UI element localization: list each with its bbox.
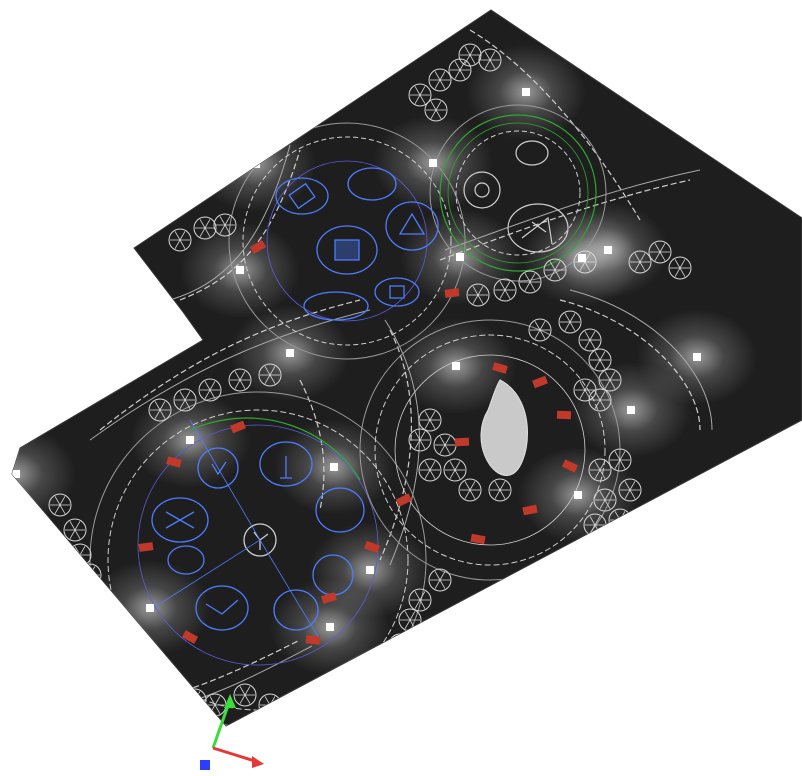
tree-circle-icon bbox=[163, 678, 187, 702]
light-fixture-icon bbox=[627, 406, 635, 414]
tree-circle-icon bbox=[598, 368, 622, 392]
bench-icon bbox=[181, 630, 199, 644]
tree-circle-icon bbox=[198, 378, 222, 402]
tree-circle-icon bbox=[608, 448, 632, 472]
tree-circle-icon bbox=[424, 98, 448, 122]
tree-circle-icon bbox=[466, 283, 490, 307]
bench-icon bbox=[395, 493, 413, 507]
light-fixture-icon bbox=[330, 463, 338, 471]
light-fixture-icon bbox=[522, 88, 530, 96]
play-equipment-green bbox=[463, 140, 569, 253]
light-fixture-icon bbox=[452, 362, 460, 370]
tree-circle-icon bbox=[418, 408, 442, 432]
bench-icon bbox=[522, 504, 538, 516]
axis-gizmo[interactable] bbox=[200, 694, 264, 770]
zone-circles bbox=[89, 104, 621, 726]
tree-circle-icon bbox=[418, 458, 442, 482]
tree-circle-icon bbox=[168, 228, 192, 252]
x-axis-arrowhead bbox=[252, 756, 264, 768]
tree-circle-icon bbox=[478, 48, 502, 72]
tree-circle-icon bbox=[493, 278, 517, 302]
tree-circle-icon bbox=[48, 493, 72, 517]
bench-layer bbox=[138, 240, 579, 645]
bench-icon bbox=[444, 288, 460, 298]
path-edges bbox=[89, 144, 713, 711]
light-fixture-icon bbox=[326, 623, 334, 631]
z-axis-cube bbox=[200, 760, 210, 770]
bench-icon bbox=[321, 592, 337, 604]
tree-circle-icon bbox=[258, 363, 282, 387]
light-fixture-icon bbox=[146, 604, 154, 612]
tree-circle-icon bbox=[458, 478, 482, 502]
tree-circle-icon bbox=[408, 83, 432, 107]
bench-icon bbox=[532, 375, 548, 389]
tree-circle-icon bbox=[193, 216, 217, 240]
light-fixture-icon bbox=[286, 349, 294, 357]
bench-icon bbox=[470, 533, 486, 545]
tree-circle-icon bbox=[588, 388, 612, 412]
bench-icon bbox=[249, 240, 267, 254]
tree-circle-icon bbox=[628, 250, 652, 274]
light-fixture-icon bbox=[186, 436, 194, 444]
light-fixture-icon bbox=[693, 353, 701, 361]
bench-icon bbox=[454, 437, 470, 447]
light-fixture-icon bbox=[604, 246, 612, 254]
tree-circle-icon bbox=[593, 488, 617, 512]
y-axis-arrowhead bbox=[224, 694, 236, 708]
tree-circle-icon bbox=[228, 368, 252, 392]
tree-circle-icon bbox=[648, 240, 672, 264]
tree-circle-icon bbox=[588, 348, 612, 372]
bench-icon bbox=[492, 362, 508, 374]
light-fixture-icon bbox=[456, 253, 464, 261]
tree-circle-icon bbox=[443, 458, 467, 482]
play-equipment-top bbox=[275, 167, 439, 321]
tree-circle-icon bbox=[458, 43, 482, 67]
x-axis-arrow bbox=[212, 746, 259, 764]
light-fixture-icon bbox=[574, 491, 582, 499]
tree-circle-icon bbox=[528, 318, 552, 342]
tree-circle-icon bbox=[448, 58, 472, 82]
tree-circle-icon bbox=[148, 398, 172, 422]
tree-circle-icon bbox=[668, 256, 692, 280]
tree-planting bbox=[48, 43, 692, 717]
tree-circle-icon bbox=[488, 478, 512, 502]
tree-circle-icon bbox=[558, 310, 582, 334]
bench-icon bbox=[138, 542, 154, 552]
tree-circle-icon bbox=[518, 270, 542, 294]
tree-circle-icon bbox=[408, 588, 432, 612]
tree-circle-icon bbox=[408, 428, 432, 452]
tree-circle-icon bbox=[428, 68, 452, 92]
tree-circle-icon bbox=[63, 518, 87, 542]
bench-icon bbox=[166, 456, 182, 468]
bench-icon bbox=[556, 410, 572, 420]
light-fixture-icon bbox=[236, 266, 244, 274]
tree-circle-icon bbox=[543, 258, 567, 282]
tree-circle-icon bbox=[183, 688, 207, 712]
tree-circle-icon bbox=[578, 328, 602, 352]
bench-icon bbox=[305, 635, 321, 645]
tree-circle-icon bbox=[388, 633, 412, 657]
tree-circle-icon bbox=[573, 378, 597, 402]
tree-circle-icon bbox=[588, 458, 612, 482]
tree-circle-icon bbox=[618, 478, 642, 502]
bench-icon bbox=[561, 459, 579, 473]
tree-circle-icon bbox=[173, 388, 197, 412]
tree-circle-icon bbox=[213, 213, 237, 237]
tree-circle-icon bbox=[428, 568, 452, 592]
tree-circle-icon bbox=[233, 683, 257, 707]
light-fixture-icon bbox=[12, 470, 20, 478]
teardrop-lawn bbox=[480, 379, 528, 476]
light-fixture-icon bbox=[429, 159, 437, 167]
light-fixture-icon bbox=[578, 254, 586, 262]
light-glow bbox=[196, 116, 316, 212]
bench-icon bbox=[364, 540, 380, 554]
bench-icon bbox=[230, 420, 246, 434]
light-fixture-icon bbox=[252, 160, 260, 168]
light-fixture-icon bbox=[366, 566, 374, 574]
